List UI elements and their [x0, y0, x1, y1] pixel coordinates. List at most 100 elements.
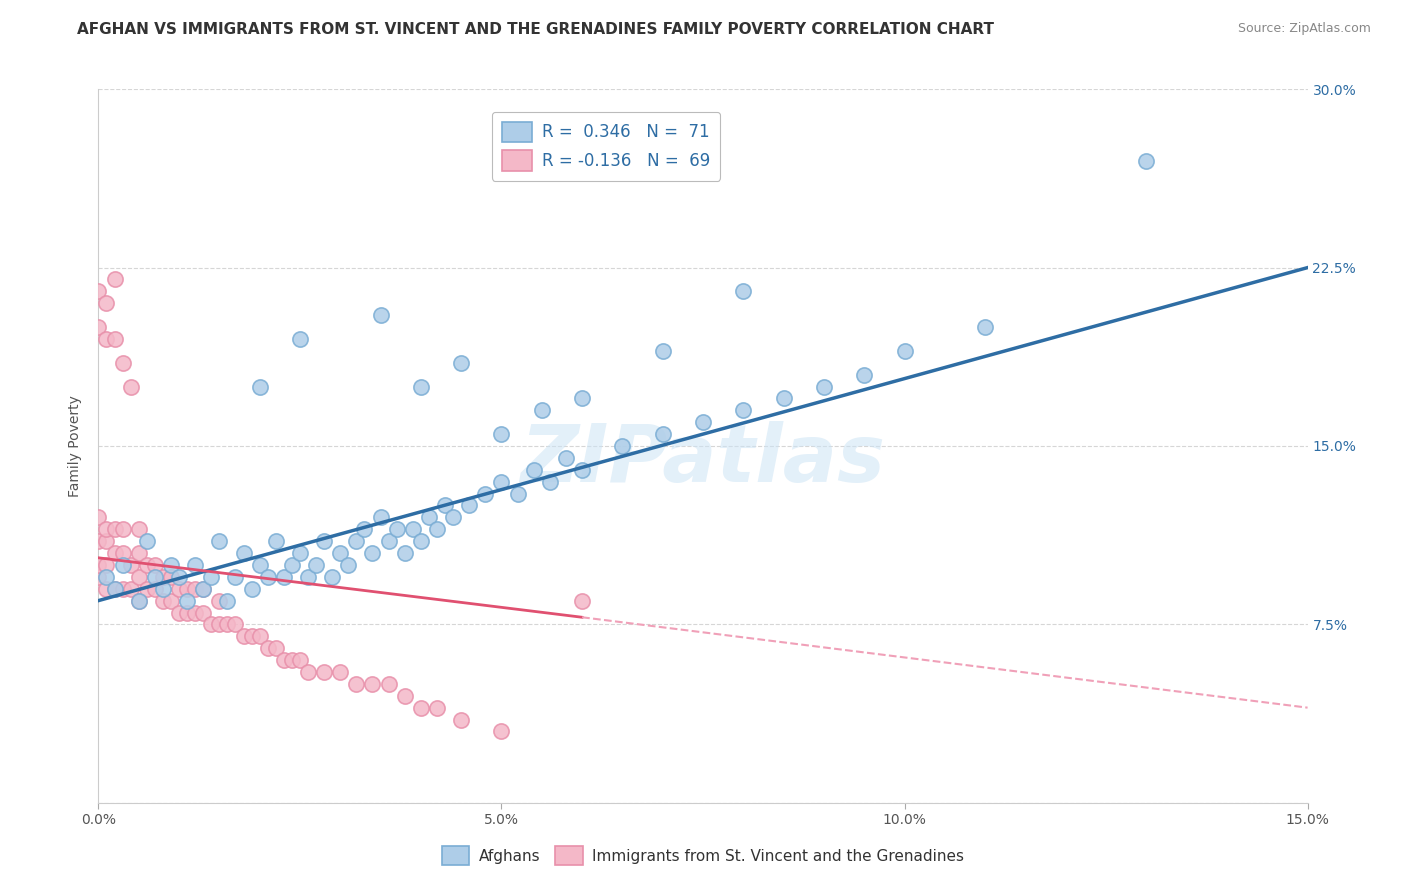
Point	[249, 379, 271, 393]
Point	[193, 606, 215, 620]
Point	[111, 356, 134, 370]
Point	[314, 665, 336, 679]
Point	[120, 558, 142, 572]
Point	[103, 522, 125, 536]
Point	[224, 617, 246, 632]
Point	[135, 558, 157, 572]
Point	[143, 570, 166, 584]
Point	[256, 641, 278, 656]
Point	[491, 724, 513, 739]
Point	[377, 677, 399, 691]
Point	[441, 510, 464, 524]
Point	[450, 356, 472, 370]
Point	[120, 379, 142, 393]
Point	[160, 558, 183, 572]
Point	[409, 700, 432, 714]
Point	[571, 593, 593, 607]
Point	[314, 534, 336, 549]
Point	[96, 534, 118, 549]
Point	[612, 439, 634, 453]
Point	[135, 534, 157, 549]
Point	[321, 570, 343, 584]
Point	[232, 546, 254, 560]
Point	[571, 463, 593, 477]
Point	[1135, 153, 1157, 168]
Point	[651, 343, 673, 358]
Point	[224, 570, 246, 584]
Point	[458, 499, 481, 513]
Point	[264, 641, 287, 656]
Point	[813, 379, 835, 393]
Point	[555, 450, 578, 465]
Point	[893, 343, 915, 358]
Text: Source: ZipAtlas.com: Source: ZipAtlas.com	[1237, 22, 1371, 36]
Point	[530, 403, 553, 417]
Point	[418, 510, 440, 524]
Point	[120, 582, 142, 596]
Point	[128, 593, 150, 607]
Point	[87, 320, 110, 334]
Point	[96, 296, 118, 310]
Point	[87, 510, 110, 524]
Point	[297, 665, 319, 679]
Point	[288, 332, 311, 346]
Point	[184, 558, 207, 572]
Point	[377, 534, 399, 549]
Point	[208, 617, 231, 632]
Point	[152, 593, 174, 607]
Point	[273, 570, 295, 584]
Text: ZIPatlas: ZIPatlas	[520, 421, 886, 500]
Point	[337, 558, 360, 572]
Point	[135, 582, 157, 596]
Point	[491, 475, 513, 489]
Y-axis label: Family Poverty: Family Poverty	[69, 395, 83, 497]
Point	[361, 546, 384, 560]
Point	[506, 486, 529, 500]
Point	[87, 285, 110, 299]
Point	[184, 582, 207, 596]
Point	[103, 272, 125, 286]
Point	[217, 593, 239, 607]
Point	[217, 617, 239, 632]
Point	[692, 415, 714, 429]
Point	[87, 558, 110, 572]
Point	[111, 582, 134, 596]
Point	[538, 475, 561, 489]
Point	[152, 582, 174, 596]
Point	[651, 427, 673, 442]
Point	[87, 570, 110, 584]
Point	[281, 558, 304, 572]
Point	[176, 606, 198, 620]
Point	[409, 534, 432, 549]
Point	[450, 713, 472, 727]
Point	[167, 582, 190, 596]
Point	[200, 617, 222, 632]
Point	[370, 510, 392, 524]
Point	[208, 593, 231, 607]
Point	[249, 558, 271, 572]
Point	[344, 677, 367, 691]
Point	[385, 522, 408, 536]
Point	[96, 332, 118, 346]
Point	[96, 558, 118, 572]
Point	[240, 629, 263, 643]
Point	[176, 582, 198, 596]
Point	[232, 629, 254, 643]
Point	[426, 700, 449, 714]
Point	[111, 546, 134, 560]
Point	[152, 570, 174, 584]
Point	[402, 522, 425, 536]
Point	[394, 546, 416, 560]
Point	[128, 546, 150, 560]
Point	[111, 522, 134, 536]
Point	[733, 285, 755, 299]
Point	[474, 486, 496, 500]
Legend: R =  0.346   N =  71, R = -0.136   N =  69: R = 0.346 N = 71, R = -0.136 N = 69	[492, 112, 720, 181]
Point	[240, 582, 263, 596]
Point	[249, 629, 271, 643]
Point	[176, 593, 198, 607]
Point	[523, 463, 546, 477]
Point	[297, 570, 319, 584]
Point	[370, 308, 392, 322]
Point	[128, 593, 150, 607]
